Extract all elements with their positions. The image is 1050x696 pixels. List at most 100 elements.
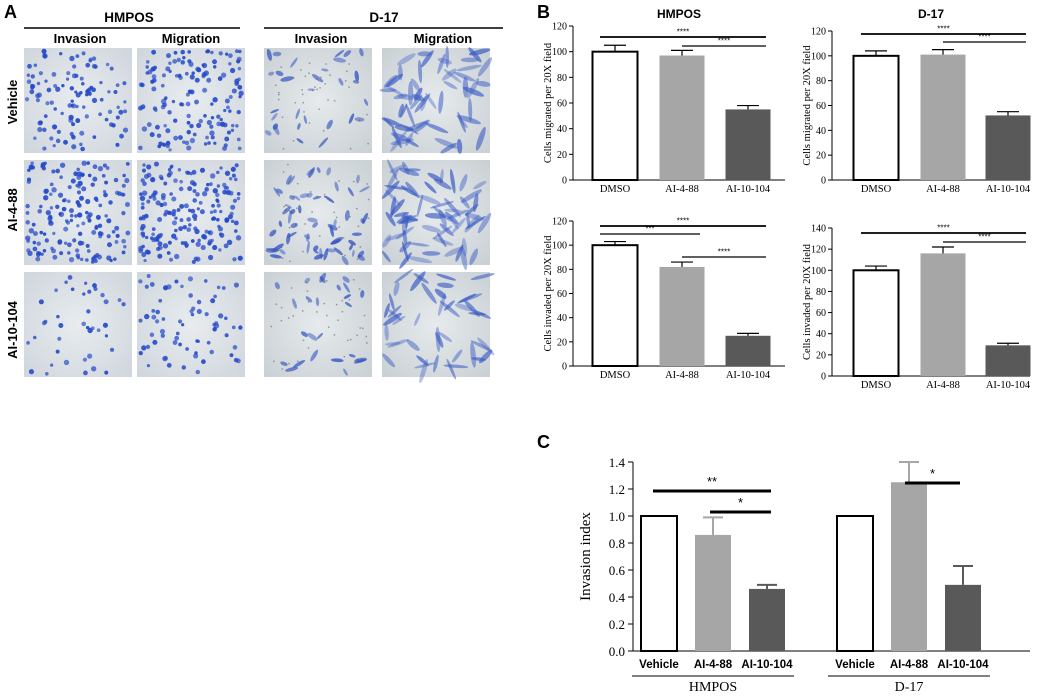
stained-cell	[238, 325, 243, 330]
stained-cell	[464, 214, 480, 233]
membrane-pore	[296, 182, 299, 185]
stained-cell	[280, 76, 294, 82]
column-label-migration-d17: Migration	[414, 31, 473, 46]
stained-cell	[141, 202, 145, 206]
membrane-pore	[338, 226, 341, 229]
stained-cell	[39, 204, 43, 209]
stained-cell	[237, 84, 243, 90]
stained-cell	[219, 121, 226, 127]
stained-cell	[316, 167, 321, 173]
stained-cell	[174, 279, 179, 284]
membrane-pore	[352, 180, 355, 183]
membrane-pore	[323, 193, 326, 196]
stained-cell	[333, 247, 343, 256]
stained-cell	[87, 173, 92, 178]
membrane-pore	[342, 236, 345, 239]
stained-cell	[74, 214, 78, 218]
stained-cell	[49, 100, 54, 105]
y-tick-label: 20	[557, 150, 567, 161]
stained-cell	[55, 168, 60, 174]
stained-cell	[464, 212, 484, 221]
membrane-pore	[288, 210, 291, 212]
stained-cell	[27, 177, 32, 182]
stained-cell	[66, 71, 71, 76]
stained-cell	[352, 80, 360, 84]
stained-cell	[81, 321, 87, 327]
stained-cell	[435, 326, 441, 353]
y-axis-label: Cells migrated per 20X field	[802, 45, 813, 166]
stained-cell	[479, 349, 493, 364]
stained-cell	[67, 103, 73, 108]
stained-cell	[286, 174, 292, 185]
membrane-pore	[284, 209, 287, 211]
stained-cell	[199, 167, 205, 173]
stained-cell	[387, 86, 404, 97]
bar	[836, 515, 874, 652]
stained-cell	[87, 218, 92, 223]
stained-cell	[106, 255, 112, 261]
category-label: AI-10-104	[741, 659, 793, 671]
stained-cell	[111, 123, 116, 128]
stained-cell	[168, 148, 172, 152]
membrane-pore	[316, 195, 318, 198]
row-label-ai-10-104: AI-10-104	[5, 300, 20, 359]
stained-cell	[41, 48, 47, 54]
stained-cell	[38, 299, 44, 305]
stained-cell	[452, 349, 463, 363]
stained-cell	[186, 227, 191, 232]
stained-cell	[178, 342, 182, 347]
stained-cell	[326, 119, 333, 130]
membrane-pore	[290, 287, 293, 289]
stained-cell	[174, 228, 178, 233]
stained-cell	[122, 81, 127, 86]
stained-cell	[145, 344, 151, 349]
cell-line-label-d17: D-17	[369, 10, 398, 25]
stained-cell	[178, 135, 183, 140]
stained-cell	[176, 208, 181, 212]
stained-cell	[72, 64, 77, 69]
significance-label: *	[930, 466, 935, 481]
stained-cell	[209, 210, 214, 215]
stained-cell	[238, 49, 242, 54]
stained-cell	[160, 333, 166, 338]
stained-cell	[224, 170, 231, 176]
stained-cell	[59, 52, 63, 56]
stained-cell	[270, 109, 279, 114]
micrograph	[137, 160, 245, 265]
y-tick-label: 100	[811, 51, 826, 62]
stained-cell	[455, 244, 464, 262]
stained-cell	[311, 74, 324, 83]
stained-cell	[453, 71, 476, 82]
y-tick-label: 120	[552, 22, 567, 33]
stained-cell	[436, 232, 447, 248]
stained-cell	[163, 181, 168, 186]
stained-cell	[173, 178, 178, 183]
stained-cell	[475, 80, 491, 87]
stained-cell	[305, 296, 313, 303]
stained-cell	[313, 253, 324, 260]
stained-cell	[473, 193, 479, 213]
stained-cell	[115, 115, 120, 120]
stained-cell	[67, 199, 71, 204]
category-label: AI-10-104	[726, 370, 771, 381]
stained-cell	[406, 339, 420, 351]
stained-cell	[223, 108, 227, 113]
stained-cell	[407, 81, 414, 106]
stained-cell	[203, 142, 208, 146]
membrane-pore	[287, 163, 289, 166]
membrane-pore	[275, 303, 278, 306]
stained-cell	[50, 246, 54, 251]
stained-cell	[57, 239, 63, 245]
stained-cell	[91, 63, 97, 69]
stained-cell	[153, 161, 159, 167]
stained-cell	[157, 253, 163, 259]
stained-cell	[470, 340, 491, 351]
stained-cell	[84, 114, 89, 119]
stained-cell	[28, 369, 34, 375]
stained-cell	[79, 130, 85, 136]
stained-cell	[36, 251, 41, 256]
stained-cell	[165, 128, 171, 134]
stained-cell	[35, 93, 40, 99]
stained-cell	[225, 52, 229, 56]
stained-cell	[41, 320, 47, 326]
